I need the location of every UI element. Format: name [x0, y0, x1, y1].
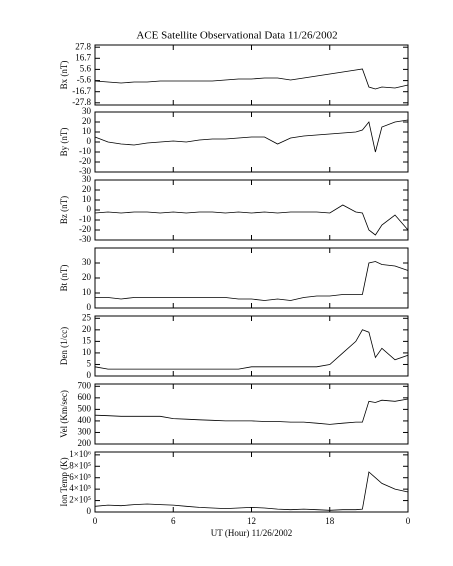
y-tick-label: 8×10⁵: [69, 460, 91, 470]
y-tick-label: 20: [82, 116, 92, 126]
x-tick-label: 12: [247, 516, 256, 526]
data-line: [94, 398, 409, 425]
x-axis-label: UT (Hour) 11/26/2002: [211, 528, 293, 538]
y-tick-label: -20: [79, 156, 91, 166]
y-tick-label: 20: [82, 324, 92, 334]
y-axis-label: Bt (nT): [59, 265, 69, 292]
y-tick-label: 4×10⁵: [69, 483, 91, 493]
y-axis-label: Den (1/cc): [59, 327, 69, 365]
data-line: [94, 471, 409, 511]
y-tick-label: 300: [78, 427, 92, 437]
panel-frame: [94, 44, 409, 106]
y-tick-label: 400: [78, 415, 92, 425]
x-tick-label: 0: [406, 516, 411, 526]
y-tick-label: -5.6: [77, 75, 92, 85]
y-tick-label: 2×10⁵: [69, 495, 91, 505]
y-tick-label: -30: [79, 166, 91, 176]
y-tick-label: 10: [82, 194, 92, 204]
y-axis-label: By (nT): [59, 128, 69, 157]
y-tick-label: -16.7: [72, 86, 91, 96]
y-tick-label: 25: [82, 312, 92, 322]
y-tick-label: -30: [79, 234, 91, 244]
y-tick-label: 600: [78, 392, 92, 402]
y-tick-label: 0: [87, 506, 92, 516]
y-axis-label: Ion Temp (K): [59, 457, 69, 506]
y-tick-label: 10: [82, 347, 92, 357]
y-axis-label: Vel (Km/sec): [59, 390, 69, 438]
y-tick-label: 16.7: [75, 52, 91, 62]
y-tick-label: 20: [82, 272, 92, 282]
y-tick-label: 0: [87, 204, 92, 214]
y-tick-label: -10: [79, 214, 91, 224]
y-axis-label: Bz (nT): [59, 196, 69, 224]
data-line: [94, 329, 409, 370]
y-tick-label: 1×10⁶: [69, 449, 91, 459]
chart-title: ACE Satellite Observational Data 11/26/2…: [136, 30, 337, 42]
y-tick-label: 10: [82, 126, 92, 136]
y-tick-label: -10: [79, 146, 91, 156]
y-tick-label: 700: [78, 380, 92, 390]
y-tick-label: 200: [78, 438, 92, 448]
y-tick-label: -27.8: [72, 97, 91, 107]
panel-frame: [94, 179, 409, 241]
y-tick-label: 0: [87, 302, 92, 312]
y-tick-label: 30: [82, 106, 92, 116]
y-tick-label: 5: [87, 359, 92, 369]
data-line: [94, 204, 409, 236]
x-tick-label: 0: [93, 516, 98, 526]
y-tick-label: 15: [82, 335, 92, 345]
panel-frame: [94, 111, 409, 173]
y-tick-label: -20: [79, 224, 91, 234]
y-tick-label: 0: [87, 136, 92, 146]
y-tick-label: 10: [82, 287, 92, 297]
y-tick-label: 500: [78, 403, 92, 413]
y-tick-label: 20: [82, 184, 92, 194]
y-tick-label: 27.8: [75, 41, 91, 51]
x-tick-label: 6: [171, 516, 176, 526]
y-tick-label: 30: [82, 257, 92, 267]
y-tick-label: 30: [82, 174, 92, 184]
x-tick-label: 18: [325, 516, 335, 526]
y-tick-label: 6×10⁵: [69, 472, 91, 482]
data-line: [94, 119, 409, 153]
panel-frame: [94, 451, 409, 513]
y-tick-label: 5.6: [80, 63, 92, 73]
y-tick-label: 0: [87, 370, 92, 380]
panel-frame: [94, 383, 409, 445]
y-axis-label: Bx (nT): [59, 61, 69, 90]
data-line: [94, 68, 409, 90]
data-line: [95, 261, 409, 301]
